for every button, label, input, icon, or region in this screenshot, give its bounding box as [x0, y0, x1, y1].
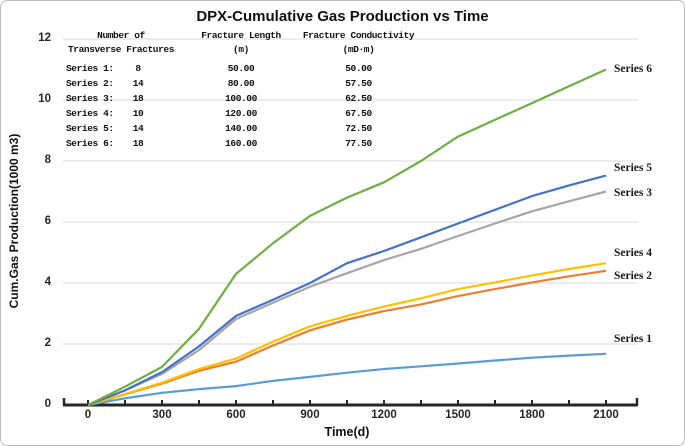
fracture-conductivity: 57.50 — [345, 78, 372, 89]
x-tick-label: 1500 — [445, 409, 471, 421]
legend-row-series-1: Series 1: 8 50.00 50.00 — [61, 63, 431, 76]
x-axis-label: Time(d) — [324, 425, 370, 439]
series-line-series-1 — [87, 352, 607, 407]
y-tick-label: 10 — [38, 93, 51, 105]
x-tick-label: 0 — [84, 409, 92, 421]
series-name: Series 1: — [66, 63, 114, 74]
series-name: Series 3: — [66, 93, 114, 104]
fracture-length: 140.00 — [225, 123, 257, 134]
fracture-count: 18 — [132, 138, 144, 149]
series-line-series-4 — [87, 262, 607, 407]
fracture-conductivity: 50.00 — [345, 63, 372, 74]
x-tick-label: 1200 — [371, 409, 397, 421]
series-label-series-5: Series 5 — [614, 161, 653, 174]
fracture-count: 14 — [132, 78, 144, 89]
legend-header-length: Fracture Length — [201, 30, 281, 41]
legend-header-fractures: Number of — [97, 30, 145, 41]
legend-header-length-unit: (m) — [233, 44, 249, 55]
legend-row-series-2: Series 2: 14 80.00 57.50 — [61, 78, 431, 91]
fracture-length: 80.00 — [227, 78, 255, 89]
x-tick-label: 600 — [226, 409, 246, 421]
chart-title: DPX-Cumulative Gas Production vs Time — [196, 8, 489, 25]
legend-header-row-1: Number of Fracture Length Fracture Condu… — [61, 30, 431, 43]
series-line-series-3 — [87, 190, 607, 407]
series-label-series-6: Series 6 — [614, 62, 653, 75]
legend-row-series-3: Series 3: 18 100.00 62.50 — [61, 93, 431, 106]
fracture-conductivity: 67.50 — [345, 108, 372, 119]
series-line-series-6 — [87, 68, 607, 406]
series-label-series-3: Series 3 — [614, 186, 653, 199]
x-tick-label: 2100 — [593, 409, 619, 421]
legend-header-row-2: Transverse Fractures (m) (mD·m) — [61, 44, 431, 57]
legend-header-conductivity: Fracture Conductivity — [302, 30, 415, 41]
series-line-series-2 — [87, 269, 607, 407]
legend-header-fractures-2: Transverse Fractures — [67, 44, 175, 55]
series-label-series-2: Series 2 — [614, 269, 653, 282]
x-tick-label: 900 — [300, 409, 320, 421]
legend-row-series-5: Series 5: 14 140.00 72.50 — [61, 123, 431, 136]
series-name: Series 4: — [66, 108, 114, 119]
series-line-series-5 — [87, 174, 607, 407]
fracture-length: 100.00 — [225, 93, 257, 104]
legend-row-series-6: Series 6: 18 160.00 77.50 — [61, 138, 431, 151]
y-tick-label: 0 — [44, 398, 51, 410]
legend-row-series-4: Series 4: 10 120.00 67.50 — [61, 108, 431, 121]
fracture-count: 14 — [132, 123, 144, 134]
fracture-conductivity: 72.50 — [345, 123, 372, 134]
fracture-count: 18 — [132, 93, 144, 104]
series-name: Series 5: — [66, 123, 114, 134]
x-tick-label: 300 — [152, 409, 172, 421]
fracture-length: 120.00 — [225, 108, 257, 119]
legend-header-conductivity-unit: (mD·m) — [342, 44, 375, 55]
fracture-conductivity: 77.50 — [345, 138, 372, 149]
series-name: Series 6: — [66, 138, 114, 149]
series-label-series-4: Series 4 — [614, 247, 653, 260]
x-tick-label: 1800 — [519, 409, 545, 421]
fracture-length: 50.00 — [227, 63, 255, 74]
y-tick-label: 6 — [44, 215, 51, 227]
series-name: Series 2: — [66, 78, 114, 89]
y-tick-label: 4 — [44, 276, 51, 288]
fracture-conductivity: 62.50 — [345, 93, 372, 104]
y-tick-label: 8 — [44, 154, 51, 166]
y-tick-label: 12 — [38, 32, 51, 44]
y-tick-label: 2 — [44, 337, 51, 349]
fracture-count: 10 — [132, 108, 144, 119]
fracture-count: 8 — [135, 63, 141, 74]
series-label-series-1: Series 1 — [614, 332, 653, 345]
fracture-length: 160.00 — [225, 138, 257, 149]
